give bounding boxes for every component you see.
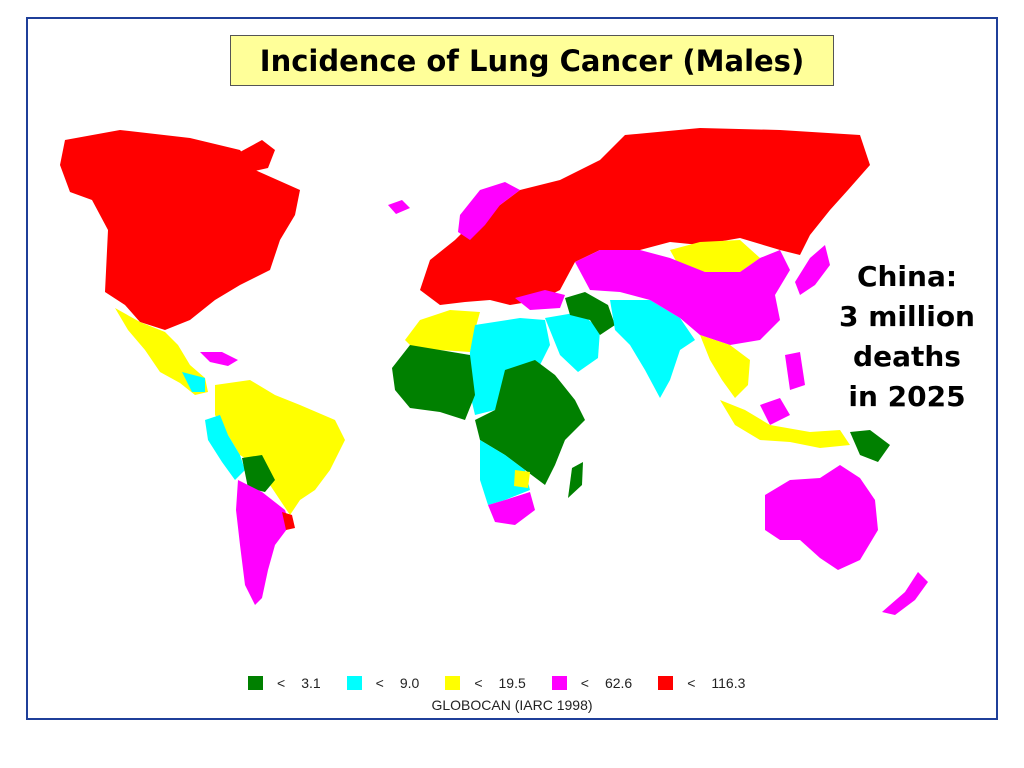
region-north-africa	[405, 310, 480, 355]
legend-item: < 3.1	[248, 675, 321, 691]
region-brazil	[215, 380, 345, 515]
callout-line-1: China:	[856, 260, 958, 293]
region-southern-africa	[480, 440, 530, 505]
map-title: Incidence of Lung Cancer (Males)	[230, 35, 834, 86]
region-indonesia	[720, 400, 850, 448]
callout-line-2: 3 million	[839, 300, 975, 333]
region-philippines	[785, 352, 805, 390]
region-turkey	[515, 290, 565, 310]
region-central-america-cyan	[182, 372, 205, 392]
region-japan	[795, 245, 830, 295]
legend-value: 19.5	[498, 675, 526, 691]
source-note: GLOBOCAN (IARC 1998)	[431, 697, 593, 713]
legend-item: < 19.5	[445, 675, 526, 691]
legend-symbol: <	[375, 675, 384, 691]
legend-value: 62.6	[604, 675, 633, 691]
region-mongolia	[670, 240, 760, 272]
region-uruguay	[282, 512, 295, 530]
region-southeast-asia	[700, 335, 750, 398]
region-argentina	[236, 480, 290, 605]
region-southern-africa-yellow	[514, 470, 530, 488]
legend-item: < 62.6	[551, 675, 633, 691]
region-peru	[205, 415, 245, 480]
legend-swatch	[551, 676, 567, 690]
region-europe-russia	[420, 128, 870, 305]
region-iceland	[388, 200, 410, 214]
legend-symbol: <	[580, 675, 589, 691]
region-borneo	[760, 398, 790, 425]
legend-swatch	[248, 676, 263, 690]
legend-item: < 116.3	[658, 675, 745, 691]
legend-item: < 9.0	[346, 675, 420, 691]
legend-swatch	[658, 676, 674, 690]
legend-swatch	[346, 676, 362, 690]
callout-line-3: deaths	[853, 340, 961, 373]
region-north-america	[60, 130, 300, 330]
legend-value: 9.0	[399, 675, 420, 691]
legend: < 3.1 < 9.0 < 19.5 < 62.6 < 116.3	[248, 675, 771, 691]
region-australia	[765, 465, 878, 570]
legend-symbol: <	[687, 675, 696, 691]
region-west-africa	[392, 345, 475, 420]
region-south-africa	[488, 492, 535, 525]
region-east-africa	[475, 360, 585, 485]
legend-swatch	[445, 676, 461, 690]
region-new-zealand	[882, 572, 928, 615]
region-bolivia	[242, 455, 275, 492]
callout-line-4: in 2025	[848, 380, 966, 413]
region-greenland	[240, 140, 275, 172]
legend-symbol: <	[474, 675, 483, 691]
region-scandinavia	[458, 182, 520, 240]
region-china	[575, 250, 790, 345]
region-iran	[565, 292, 615, 335]
region-india	[610, 300, 695, 398]
region-arabia	[545, 312, 600, 372]
region-caribbean	[200, 352, 238, 366]
china-callout: China: 3 million deaths in 2025	[822, 257, 992, 417]
region-egypt-sudan	[468, 318, 550, 415]
legend-symbol: <	[277, 675, 286, 691]
legend-value: 116.3	[711, 675, 746, 691]
region-papua-new-guinea	[850, 430, 890, 462]
region-madagascar	[568, 462, 583, 498]
legend-value: 3.1	[301, 675, 321, 691]
